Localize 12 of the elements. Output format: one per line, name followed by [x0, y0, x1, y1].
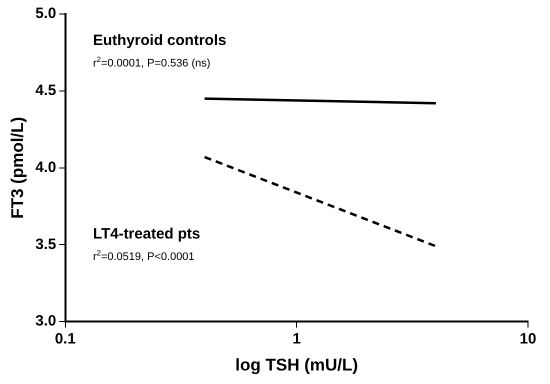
x-tick-label: 0.1 [54, 330, 76, 348]
x-tick-label: 1 [292, 330, 301, 348]
y-tick-label: 5.0 [35, 5, 56, 22]
annotation: Euthyroid controls [93, 32, 226, 49]
y-axis-title: FT3 (pmol/L) [8, 116, 27, 219]
x-axis-title: log TSH (mU/L) [235, 355, 358, 374]
y-tick-label: 3.0 [35, 312, 56, 330]
y-tick-label: 4.5 [35, 82, 56, 100]
x-tick-label: 10 [520, 330, 536, 348]
annotation: LT4-treated pts [93, 226, 200, 243]
y-tick-label: 4.0 [35, 158, 56, 176]
y-tick-label: 3.5 [35, 236, 56, 253]
